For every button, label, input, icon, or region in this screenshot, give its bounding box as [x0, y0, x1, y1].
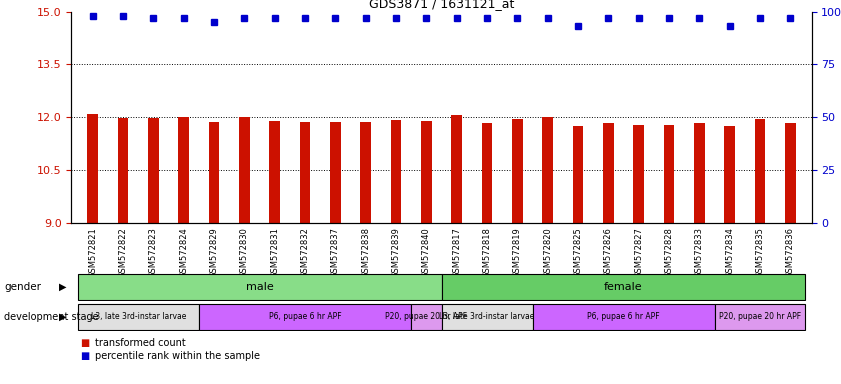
Bar [77, 304, 198, 329]
Bar [330, 122, 341, 223]
Bar [482, 123, 492, 223]
Text: development stage: development stage [4, 311, 99, 322]
Bar [178, 117, 189, 223]
Bar [299, 122, 310, 223]
Title: GDS3871 / 1631121_at: GDS3871 / 1631121_at [369, 0, 514, 10]
Bar [87, 114, 98, 223]
Text: ▶: ▶ [60, 311, 66, 322]
Text: percentile rank within the sample: percentile rank within the sample [95, 351, 260, 361]
Text: ■: ■ [80, 338, 89, 348]
Bar [391, 120, 401, 223]
Bar [198, 304, 411, 329]
Bar [77, 274, 442, 300]
Bar [421, 121, 431, 223]
Text: ▶: ▶ [60, 282, 66, 292]
Bar [664, 125, 674, 223]
Text: P20, pupae 20 hr APF: P20, pupae 20 hr APF [385, 312, 468, 321]
Bar [148, 118, 159, 223]
Text: gender: gender [4, 282, 41, 292]
Text: L3, late 3rd-instar larvae: L3, late 3rd-instar larvae [439, 312, 535, 321]
Bar [542, 117, 553, 223]
Bar [603, 123, 614, 223]
Bar [442, 274, 806, 300]
Bar [361, 122, 371, 223]
Text: L3, late 3rd-instar larvae: L3, late 3rd-instar larvae [91, 312, 186, 321]
Bar [724, 126, 735, 223]
Bar [694, 123, 705, 223]
Bar [411, 304, 442, 329]
Bar [715, 304, 806, 329]
Text: P6, pupae 6 hr APF: P6, pupae 6 hr APF [269, 312, 341, 321]
Bar [754, 119, 765, 223]
Bar [239, 117, 250, 223]
Bar [785, 123, 796, 223]
Text: P20, pupae 20 hr APF: P20, pupae 20 hr APF [719, 312, 801, 321]
Text: P6, pupae 6 hr APF: P6, pupae 6 hr APF [587, 312, 660, 321]
Bar [532, 304, 715, 329]
Bar [573, 126, 584, 223]
Text: male: male [246, 282, 273, 292]
Bar [209, 122, 220, 223]
Text: female: female [604, 282, 643, 292]
Text: ■: ■ [80, 351, 89, 361]
Bar [269, 121, 280, 223]
Bar [118, 118, 129, 223]
Bar [512, 119, 522, 223]
Bar [442, 304, 532, 329]
Bar [633, 125, 644, 223]
Text: transformed count: transformed count [95, 338, 186, 348]
Bar [452, 115, 462, 223]
